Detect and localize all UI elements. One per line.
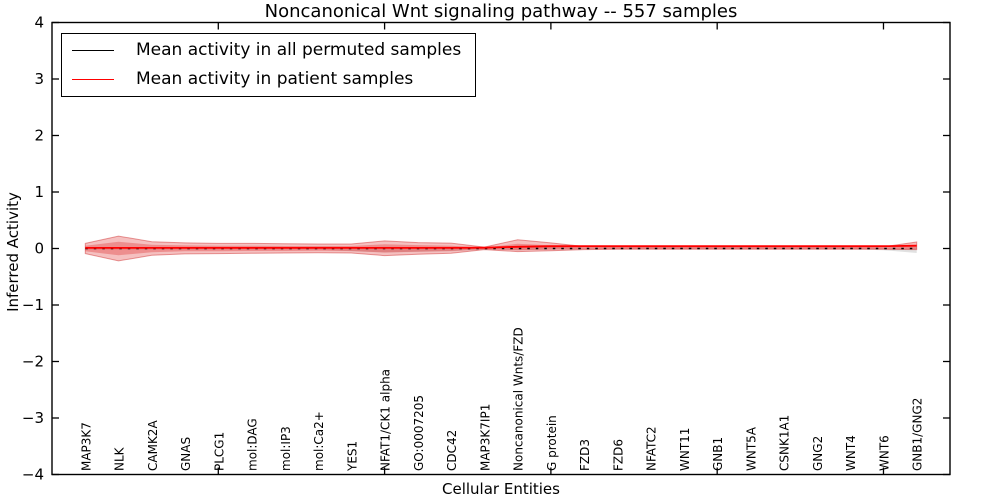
permuted-activity-spread-band — [85, 245, 917, 253]
patient-line-sample-icon — [72, 78, 114, 80]
entity-label: WNT5A — [744, 426, 758, 471]
entity-label: FZD6 — [611, 439, 625, 471]
y-tick-label: 3 — [34, 70, 44, 88]
entity-label: NFAT1/CK1 alpha — [379, 369, 393, 471]
y-tick-label: 4 — [34, 14, 44, 32]
patient-activity-spread-outer-band — [84, 235, 918, 262]
entity-label: CDC42 — [445, 430, 459, 471]
legend-item-permuted: Mean activity in all permuted samples — [72, 40, 462, 61]
entity-label: mol:IP3 — [279, 426, 293, 471]
legend-label: Mean activity in all permuted samples — [136, 40, 462, 60]
mean-activity-in-patient-samples-line — [85, 244, 917, 249]
chart-title: Noncanonical Wnt signaling pathway -- 55… — [264, 1, 738, 22]
y-tick-label: −4 — [22, 466, 44, 484]
entity-label: mol:DAG — [246, 418, 260, 471]
y-tick-label: −2 — [22, 353, 44, 371]
legend-label: Mean activity in patient samples — [136, 68, 414, 89]
y-tick-label: 1 — [34, 183, 44, 201]
y-tick-label: −3 — [22, 409, 44, 427]
entity-label: GNB1/GNG2 — [911, 398, 925, 471]
patient-activity-spread-inner-band — [85, 241, 917, 256]
entity-label: WNT4 — [844, 435, 858, 471]
entity-label: PLCG1 — [212, 432, 226, 471]
entity-label: MAP3K7IP1 — [478, 404, 492, 471]
permuted-line-sample-icon — [72, 50, 114, 52]
entity-label: WNT6 — [877, 435, 891, 471]
entity-label: mol:Ca2+ — [312, 411, 326, 471]
entity-label: CAMK2A — [146, 420, 160, 471]
entity-label: CSNK1A1 — [778, 415, 792, 471]
entity-label: GNG2 — [811, 436, 825, 471]
entity-label: NFATC2 — [645, 426, 659, 471]
legend-item-patient: Mean activity in patient samples — [72, 68, 461, 90]
y-tick-label: 2 — [34, 127, 44, 145]
entity-label: G protein — [545, 415, 559, 471]
entity-label: NLK — [113, 446, 127, 471]
entity-label: FZD3 — [578, 439, 592, 471]
entity-label: MAP3K7 — [79, 422, 93, 471]
entity-label: GNAS — [179, 437, 193, 471]
entity-label: GNB1 — [711, 437, 725, 471]
entity-label: WNT11 — [678, 428, 692, 471]
x-axis-label: Cellular Entities — [442, 480, 560, 498]
y-tick-label: 0 — [34, 240, 44, 258]
axes-frame — [51, 21, 951, 476]
y-axis-label: Inferred Activity — [4, 192, 22, 312]
entity-label: YES1 — [345, 441, 359, 472]
entity-label: GO:0007205 — [412, 395, 426, 471]
legend: Mean activity in all permuted samples Me… — [61, 33, 477, 98]
entity-label: Noncanonical Wnts/FZD — [512, 327, 526, 471]
y-tick-label: −1 — [22, 296, 44, 314]
